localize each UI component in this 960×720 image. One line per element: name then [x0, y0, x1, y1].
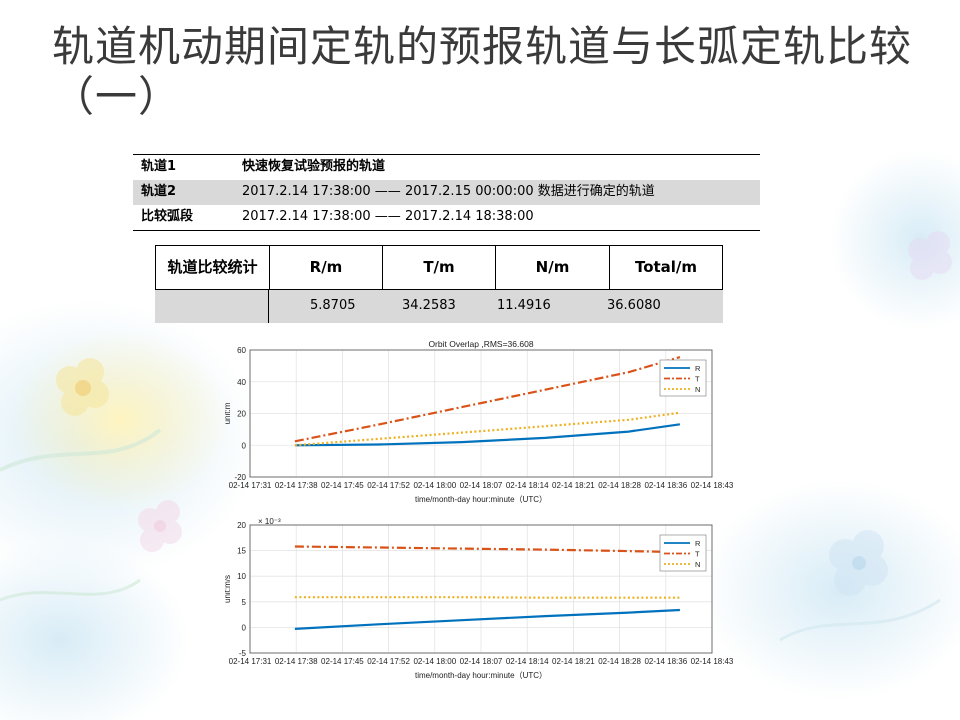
- row-key: 轨道2: [141, 184, 177, 199]
- table-row: 轨道1 快速恢复试验预报的轨道: [133, 155, 760, 180]
- x-tick-label: 02-14 18:28: [598, 657, 641, 666]
- stats-header-cell: R/m: [270, 246, 383, 289]
- position-diff-chart: 02-14 17:31 02-14 17:38 02-14 17:45 02-14 1…: [225, 339, 734, 504]
- stats-header-cell: Total/m: [634, 258, 698, 276]
- stats-header-row: 轨道比较统计 R/m T/m N/m Total/m: [155, 245, 723, 290]
- chart-title: Orbit Overlap ,RMS=36.608: [428, 339, 533, 349]
- y-tick-label: -20: [234, 473, 246, 482]
- x-tick-label: 02-14 18:14: [506, 657, 549, 666]
- table-top-rule: [133, 154, 760, 155]
- stats-header-cell: T/m: [383, 246, 496, 289]
- table-bottom-rule: [133, 230, 760, 231]
- x-tick-label: 02-14 17:45: [321, 481, 364, 490]
- table-row: 轨道2 2017.2.14 17:38:00 —— 2017.2.15 00:0…: [133, 180, 760, 205]
- y-tick-label: 0: [242, 623, 247, 632]
- row-key: 比较弧段: [141, 209, 194, 224]
- y-tick-label: -5: [239, 649, 247, 658]
- series-line-R: [294, 608, 680, 630]
- y-axis-label: unit:m/s: [225, 575, 232, 603]
- y-exponent-label: × 10⁻³: [258, 517, 281, 526]
- legend-entry: T: [695, 375, 700, 384]
- x-tick-label: 02-14 18:43: [691, 481, 734, 490]
- x-tick-label: 02-14 17:31: [229, 481, 272, 490]
- flower-icon: [56, 358, 109, 416]
- series-line-N: [294, 411, 681, 447]
- x-tick-label: 02-14 17:45: [321, 657, 364, 666]
- stats-data-row: 5.8705 34.2583 11.4916 36.6080: [155, 290, 723, 323]
- y-tick-label: 20: [237, 410, 246, 419]
- slide-title: 轨道机动期间定轨的预报轨道与长弧定轨比较（一）: [52, 22, 913, 121]
- x-tick-label: 02-14 18:00: [413, 481, 456, 490]
- legend-entry: R: [695, 539, 701, 548]
- x-tick-label: 02-14 18:43: [691, 657, 734, 666]
- series-line-T: [294, 356, 681, 443]
- legend-entry: R: [695, 364, 701, 373]
- row-key: 轨道1: [141, 159, 177, 174]
- legend-entry: T: [695, 550, 700, 559]
- plot-frame: [249, 524, 713, 654]
- y-tick-label: 5: [242, 598, 247, 607]
- x-tick-label: 02-14 18:36: [644, 481, 687, 490]
- stats-header-cell: N/m: [496, 246, 610, 289]
- x-axis-label: time/month-day hour:minute（UTC）: [415, 671, 547, 680]
- x-tick-label: 02-14 17:31: [229, 657, 272, 666]
- x-axis-label: time/month-day hour:minute（UTC）: [415, 495, 547, 504]
- x-tick-label: 02-14 17:52: [367, 657, 410, 666]
- series-line-N: [294, 596, 680, 599]
- series-line-T: [294, 545, 680, 554]
- x-tick-label: 02-14 17:38: [275, 657, 318, 666]
- velocity-diff-chart: 02-14 17:31 02-14 17:38 02-14 17:45 02-14 1…: [225, 517, 734, 680]
- cell-divider: [268, 290, 269, 323]
- table-row: 比较弧段 2017.2.14 17:38:00 —— 2017.2.14 18:…: [133, 205, 760, 230]
- series-line-R: [294, 423, 681, 447]
- x-tick-label: 02-14 18:36: [644, 657, 687, 666]
- x-tick-label: 02-14 18:07: [460, 481, 503, 490]
- x-tick-label: 02-14 17:52: [367, 481, 410, 490]
- y-tick-label: 20: [237, 521, 246, 530]
- legend-entry: N: [695, 385, 700, 394]
- stats-data-cell: 5.8705: [310, 298, 356, 313]
- x-tick-label: 02-14 17:38: [275, 481, 318, 490]
- stats-data-cell: 36.6080: [607, 298, 661, 313]
- y-tick-label: 10: [237, 572, 246, 581]
- plot-frame: [249, 349, 713, 478]
- row-value: 2017.2.14 17:38:00 —— 2017.2.14 18:38:00: [242, 209, 534, 224]
- x-tick-label: 02-14 18:21: [552, 657, 595, 666]
- x-tick-label: 02-14 18:14: [506, 481, 549, 490]
- stats-table: 轨道比较统计 R/m T/m N/m Total/m 5.8705 34.258…: [155, 245, 723, 323]
- legend-entry: N: [695, 560, 700, 569]
- row-value: 快速恢复试验预报的轨道: [242, 159, 386, 174]
- x-tick-label: 02-14 18:00: [413, 657, 456, 666]
- y-tick-label: 40: [237, 378, 246, 387]
- x-tick-label: 02-14 18:07: [460, 657, 503, 666]
- stats-data-cell: 11.4916: [497, 298, 551, 313]
- x-tick-label: 02-14 18:21: [552, 481, 595, 490]
- x-tick-label: 02-14 18:28: [598, 481, 641, 490]
- y-tick-label: 60: [237, 346, 246, 355]
- stats-header-cell: 轨道比较统计: [156, 246, 270, 289]
- y-tick-label: 0: [242, 441, 247, 450]
- y-axis-label: unit:m: [225, 402, 232, 424]
- y-tick-label: 15: [237, 547, 246, 556]
- row-value: 2017.2.14 17:38:00 —— 2017.2.15 00:00:00…: [242, 184, 655, 199]
- stats-data-cell: 34.2583: [402, 298, 456, 313]
